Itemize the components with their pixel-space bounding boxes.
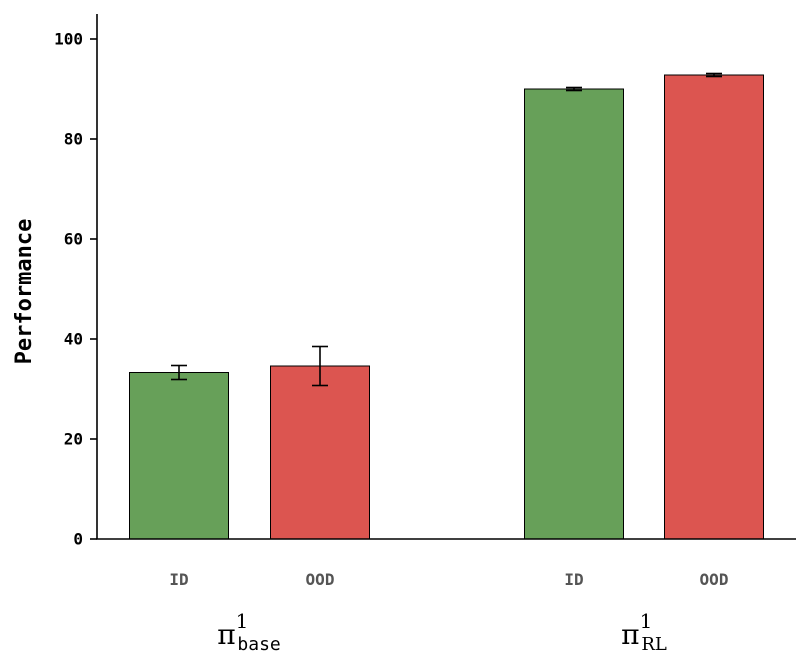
bar-id-group-1 (129, 372, 229, 540)
bars (129, 74, 764, 540)
y-tick-label: 0 (73, 530, 83, 549)
bar-id-group-2 (524, 88, 624, 540)
y-axis: 0 20 40 60 80 100 Performance (12, 14, 98, 549)
y-tick-label: 100 (54, 30, 83, 49)
bar-ood-group-2 (664, 74, 764, 540)
group-labels: π1 base π1 RL (217, 609, 667, 655)
group-label: π1 RL (621, 609, 667, 655)
x-category-label: ID (564, 570, 583, 589)
x-category-label: ID (169, 570, 188, 589)
y-tick-label: 20 (64, 430, 83, 449)
y-axis-title: Performance (12, 219, 37, 365)
y-tick-label: 40 (64, 330, 83, 349)
x-category-label: OOD (700, 570, 729, 589)
bar-ood-group-1 (270, 365, 370, 540)
y-tick-label: 60 (64, 230, 83, 249)
y-tick-label: 80 (64, 130, 83, 149)
group-label: π1 base (217, 609, 281, 655)
category-labels: ID OOD ID OOD (169, 570, 728, 589)
error-bars (171, 72, 722, 387)
x-category-label: OOD (306, 570, 335, 589)
